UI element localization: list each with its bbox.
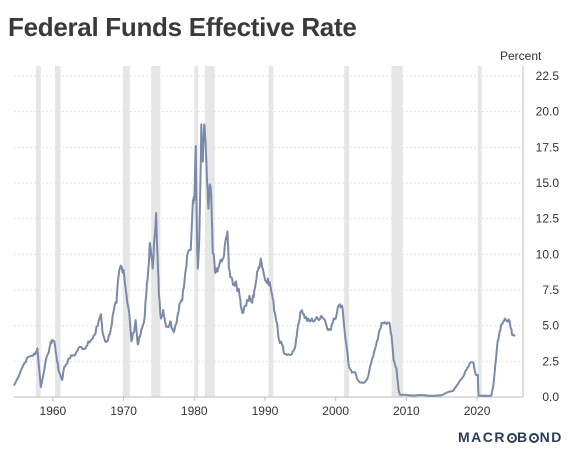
y-tick-label: 2.5 [542,354,559,368]
x-tick-label: 2010 [393,404,420,418]
y-tick-label: 5.0 [542,319,559,333]
y-tick-label: 7.5 [542,283,559,297]
y-axis-unit-label: Percent [500,49,542,63]
logo-text-part2: B [517,429,529,445]
x-tick-label: 1990 [252,404,279,418]
y-tick-label: 15.0 [536,176,560,190]
y-tick-label: 10.0 [536,247,560,261]
series-line [13,123,516,397]
y-tick-label: 22.5 [536,69,560,83]
x-axis: 1960 1970 1980 1990 2000 2010 2020 [40,397,491,418]
grid-lines [14,75,523,398]
recession-band [35,66,41,397]
recession-shading [35,66,482,397]
recession-band [122,66,130,397]
y-tick-label: 20.0 [536,105,560,119]
x-tick-label: 1980 [181,404,208,418]
recession-band [344,66,350,397]
chart-title: Federal Funds Effective Rate [8,12,357,42]
y-tick-label: 0.0 [542,390,559,404]
x-tick-label: 1960 [40,404,67,418]
recession-band [268,66,274,397]
recession-band [204,66,215,397]
x-tick-label: 1970 [110,404,137,418]
x-tick-label: 2020 [464,404,491,418]
logo-o-glyph [506,433,517,443]
recession-band [477,66,482,397]
logo-text-part3: ND [539,429,563,445]
y-tick-label: 12.5 [536,212,560,226]
macrobond-logo: MACR B ND [458,429,563,445]
logo-text-part1: MACR [458,429,506,445]
y-tick-label: 17.5 [536,140,560,154]
x-tick-label: 2000 [322,404,349,418]
recession-band [391,66,403,397]
y-axis: 0.0 2.5 5.0 7.5 10.0 12.5 15.0 17.5 20.0 22.5 [522,66,560,404]
recession-band [55,66,61,397]
logo-o-glyph [529,433,540,443]
